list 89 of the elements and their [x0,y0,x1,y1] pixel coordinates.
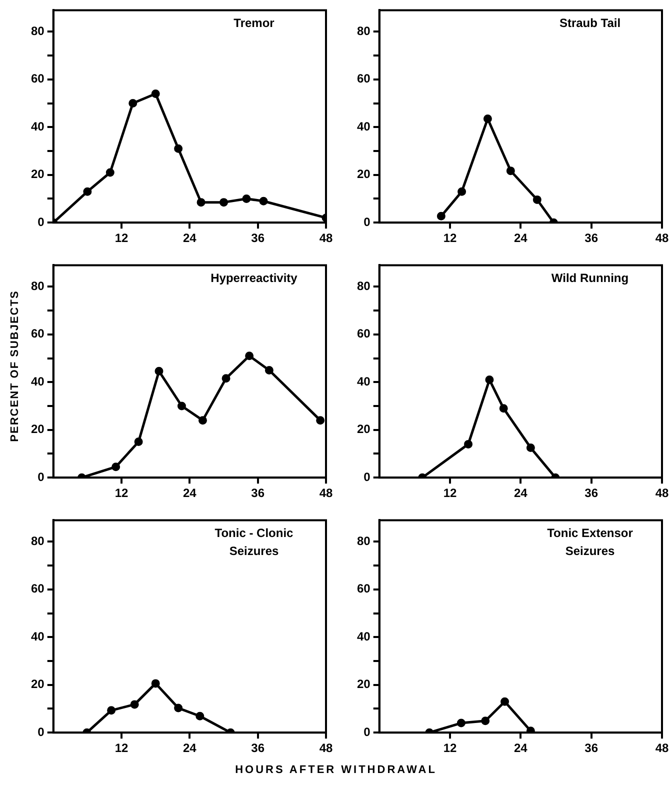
y-tick-label: 80 [30,278,45,293]
x-tick-label: 12 [114,486,129,500]
x-tick-label: 24 [514,231,528,246]
y-tick-label: 0 [38,214,45,229]
y-tick-label: 0 [364,724,371,739]
x-tick-label: 36 [584,231,598,246]
point [485,376,494,384]
x-tick-label: 48 [319,741,333,756]
text: Straub Tail [558,15,622,32]
y-tick-label: 20 [356,422,371,436]
x-tick-label: 12 [114,741,129,756]
point [196,198,206,207]
x-tick-label: 12 [443,741,458,756]
text: Tonic Extensor Seizures [546,525,634,560]
point [259,196,268,206]
x-tick-label: 24 [182,231,197,246]
x-tick-label: 24 [182,741,197,756]
x-tick-label: 48 [655,741,669,756]
y-tick-label: 80 [356,534,371,548]
y-tick-label: 60 [30,326,45,341]
x-tick-label: 24 [514,741,528,756]
point [198,416,207,425]
point [499,404,508,413]
text: Tremor [232,15,276,32]
y-tick-label: 40 [30,374,45,388]
y-tick-label: 60 [30,72,45,86]
x-tick-label: 36 [251,231,265,246]
y-tick-label: 20 [356,677,371,692]
y-tick-label: 0 [364,470,371,484]
x-axis-title: HOURS AFTER WITHDRAWAL [234,764,438,776]
point [134,438,143,446]
x-tick-label: 24 [514,486,528,500]
point [264,366,274,374]
y-tick-label: 80 [30,24,45,38]
point [532,195,542,204]
x-tick-label: 36 [251,486,265,500]
point [458,187,466,196]
y-tick-label: 40 [356,374,371,388]
point [177,402,186,410]
point [436,212,446,220]
point [222,374,230,383]
point [83,187,92,196]
text: Wild Running [550,270,630,287]
x-tick-label: 48 [319,231,333,246]
point [316,416,325,425]
y-tick-label: 60 [30,582,45,596]
x-tick-label: 12 [443,231,458,246]
y-axis-title: PERCENT OF SUBJECTS [9,289,21,444]
point [154,366,164,376]
y-tick-label: 0 [38,724,45,739]
point [112,462,120,472]
y-tick-label: 80 [356,24,371,38]
y-tick-label: 20 [30,167,45,182]
point [106,168,114,177]
y-tick-label: 20 [30,422,45,436]
x-tick-label: 12 [443,486,458,500]
x-tick-label: 48 [655,486,669,500]
point [464,440,473,448]
text: Hyperreactivity [210,270,298,287]
y-tick-label: 20 [356,167,371,182]
text: Tonic - Clonic Seizures [214,525,294,560]
point [151,89,160,98]
y-tick-label: 80 [30,534,45,548]
point [506,166,515,176]
x-tick-label: 36 [251,741,265,756]
y-tick-label: 40 [356,629,371,644]
x-tick-label: 36 [584,741,598,756]
y-tick-label: 80 [356,278,371,293]
y-tick-label: 60 [356,326,371,341]
point [220,198,228,207]
y-tick-label: 40 [30,119,45,134]
y-tick-label: 0 [364,214,371,229]
x-tick-label: 12 [114,231,129,246]
y-tick-label: 40 [356,119,371,134]
y-tick-label: 60 [356,582,371,596]
x-tick-label: 24 [182,486,197,500]
point [245,352,254,360]
y-tick-label: 60 [356,72,371,86]
y-tick-label: 40 [30,629,45,644]
x-tick-label: 48 [319,486,333,500]
x-tick-label: 36 [584,486,598,500]
point [483,114,492,124]
y-tick-label: 0 [38,470,45,484]
y-tick-label: 20 [30,677,45,692]
x-tick-label: 48 [655,231,669,246]
point [526,444,535,452]
point [242,194,251,203]
point [128,99,138,108]
point [174,144,183,153]
